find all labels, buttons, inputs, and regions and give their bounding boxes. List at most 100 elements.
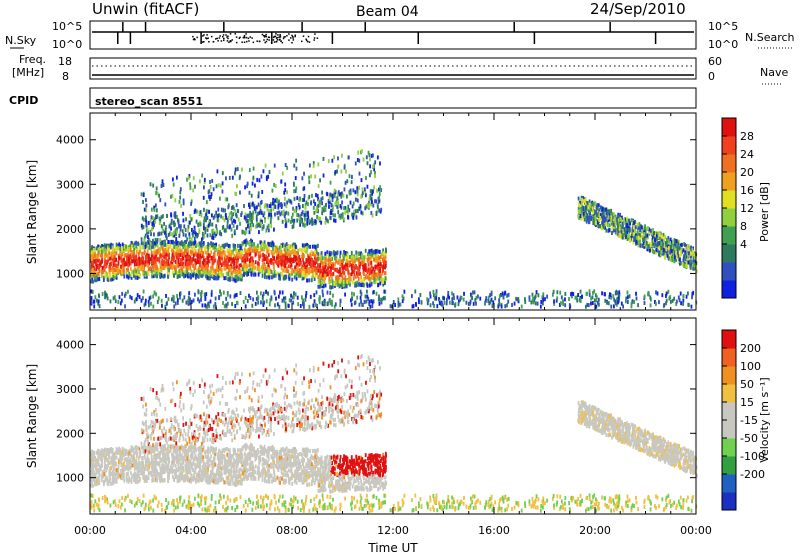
power-cell bbox=[588, 210, 591, 215]
power-cell bbox=[624, 220, 627, 225]
power-cell bbox=[507, 299, 510, 304]
power-cell bbox=[226, 260, 228, 265]
nsearch-dot bbox=[252, 41, 255, 44]
power-cell bbox=[293, 163, 296, 168]
power-cell bbox=[109, 262, 112, 267]
power-cell bbox=[298, 219, 301, 224]
power-cell bbox=[333, 191, 335, 196]
power-cell bbox=[682, 255, 685, 260]
power-cell bbox=[248, 293, 250, 298]
power-cell bbox=[301, 276, 304, 281]
power-cell bbox=[690, 254, 692, 259]
nsearch-dot bbox=[283, 36, 285, 38]
power-cell bbox=[136, 266, 139, 271]
power-cell bbox=[662, 250, 665, 255]
power-cell bbox=[140, 192, 143, 197]
power-cell bbox=[276, 260, 278, 265]
power-cell bbox=[355, 283, 358, 288]
power-cell bbox=[208, 259, 211, 264]
power-cell bbox=[97, 271, 100, 276]
power-cell bbox=[276, 245, 278, 250]
power-cell bbox=[167, 274, 170, 279]
power-cell bbox=[239, 221, 241, 226]
power-cell bbox=[369, 256, 372, 261]
power-cell bbox=[331, 256, 333, 261]
power-cell bbox=[297, 202, 300, 207]
power-cell bbox=[294, 189, 297, 194]
power-cell bbox=[678, 246, 681, 251]
power-cell bbox=[353, 258, 356, 263]
power-cell bbox=[117, 300, 120, 305]
power-cell bbox=[151, 244, 153, 249]
power-cell bbox=[211, 243, 213, 248]
power-cell bbox=[447, 290, 450, 295]
nave-label: Nave bbox=[760, 66, 788, 79]
power-cell bbox=[120, 298, 123, 303]
power-cell bbox=[506, 293, 509, 298]
power-cell bbox=[231, 205, 233, 210]
power-cell bbox=[684, 246, 687, 251]
power-cell bbox=[363, 272, 365, 277]
power-cell bbox=[687, 260, 690, 265]
power-cell bbox=[401, 299, 404, 304]
power-cell bbox=[264, 163, 267, 168]
power-cell bbox=[296, 212, 299, 217]
nsearch-dot bbox=[229, 33, 232, 35]
power-cell bbox=[266, 291, 269, 296]
power-cell bbox=[655, 234, 658, 239]
power-cell bbox=[150, 215, 153, 220]
power-cell bbox=[337, 205, 340, 210]
power-cell bbox=[594, 214, 597, 219]
power-cell bbox=[305, 213, 308, 218]
power-cell bbox=[314, 250, 316, 255]
power-cell bbox=[331, 207, 334, 212]
power-cell bbox=[649, 295, 652, 300]
power-cell bbox=[621, 225, 624, 230]
power-cell bbox=[371, 300, 374, 305]
power-cell bbox=[90, 289, 93, 294]
power-cell bbox=[358, 252, 360, 257]
power-cell bbox=[310, 201, 312, 206]
power-cell bbox=[685, 294, 688, 299]
power-cell bbox=[296, 256, 299, 261]
power-cell bbox=[451, 297, 454, 302]
power-cell bbox=[248, 190, 251, 195]
power-cell bbox=[292, 220, 295, 225]
power-cell bbox=[377, 276, 380, 281]
power-cell bbox=[295, 158, 298, 163]
power-cell bbox=[245, 229, 248, 234]
power-cell bbox=[213, 245, 216, 250]
power-cell bbox=[300, 254, 303, 259]
power-cell bbox=[305, 291, 308, 296]
power-cell bbox=[579, 289, 582, 294]
power-cell bbox=[284, 257, 287, 262]
power-cell bbox=[356, 209, 359, 214]
power-cell bbox=[693, 255, 696, 260]
power-cell bbox=[356, 157, 359, 162]
power-cell bbox=[110, 261, 113, 266]
power-cell bbox=[591, 214, 594, 219]
power-cell bbox=[313, 260, 315, 265]
power-cell bbox=[369, 251, 372, 256]
power-cell bbox=[313, 210, 316, 215]
power-cell bbox=[608, 295, 611, 300]
power-cell bbox=[154, 237, 157, 242]
power-cell bbox=[674, 242, 677, 247]
power-cell bbox=[584, 197, 587, 202]
power-cell bbox=[151, 271, 154, 276]
power-cell bbox=[212, 268, 215, 273]
power-cell bbox=[293, 269, 295, 274]
power-cell bbox=[168, 245, 171, 250]
power-cell bbox=[158, 216, 161, 221]
power-cell bbox=[359, 261, 362, 266]
nsearch-dot bbox=[270, 41, 273, 44]
power-cell bbox=[300, 219, 303, 224]
power-cell bbox=[341, 200, 343, 205]
power-cell bbox=[144, 233, 147, 238]
power-cell bbox=[210, 266, 212, 271]
power-cell bbox=[210, 195, 212, 200]
power-cell bbox=[227, 251, 230, 256]
power-cell bbox=[675, 301, 678, 306]
power-cell bbox=[265, 254, 267, 259]
power-cell bbox=[174, 267, 177, 272]
